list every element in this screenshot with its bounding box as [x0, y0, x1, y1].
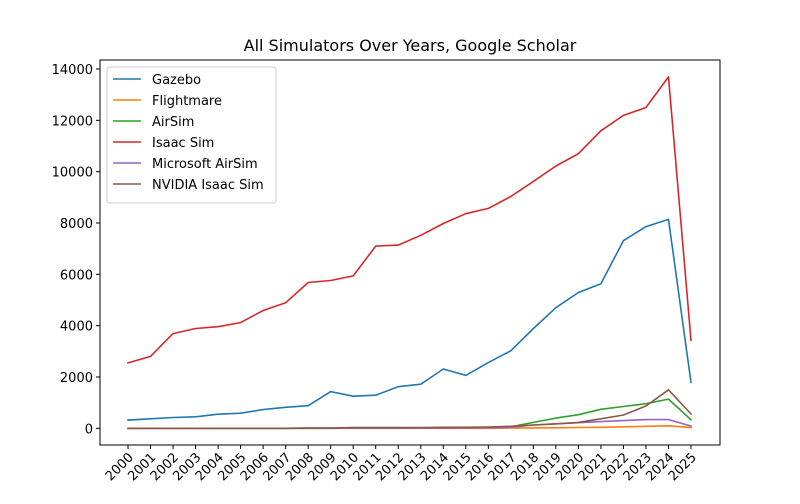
y-tick-label: 6000	[60, 268, 93, 283]
y-tick-label: 4000	[60, 320, 93, 335]
legend-label: Microsoft AirSim	[152, 157, 258, 172]
y-tick-label: 12000	[52, 114, 93, 129]
legend-label: Gazebo	[152, 73, 201, 88]
y-tick-label: 0	[85, 422, 93, 437]
series-line-nvidia-isaac-sim	[127, 388, 693, 430]
legend: Gazebo Flightmare AirSim Isaac Sim Microsoft…	[106, 66, 277, 204]
series-line-isaac-sim	[127, 76, 692, 364]
legend-label: AirSim	[152, 115, 194, 130]
series-lines	[127, 76, 693, 430]
chart-title: All Simulators Over Years, Google Schola…	[244, 36, 577, 55]
series-line-gazebo	[127, 218, 692, 421]
legend-label: NVIDIA Isaac Sim	[152, 178, 264, 193]
y-tick-label: 14000	[52, 63, 93, 78]
y-tick-label: 10000	[52, 166, 93, 181]
y-tick-label: 2000	[60, 371, 93, 386]
legend-label: Isaac Sim	[152, 136, 214, 151]
legend-box	[106, 66, 277, 204]
series-line-airsim	[127, 398, 693, 430]
legend-label: Flightmare	[152, 94, 222, 109]
y-tick-label: 8000	[60, 217, 93, 232]
plot-frame	[99, 59, 721, 446]
